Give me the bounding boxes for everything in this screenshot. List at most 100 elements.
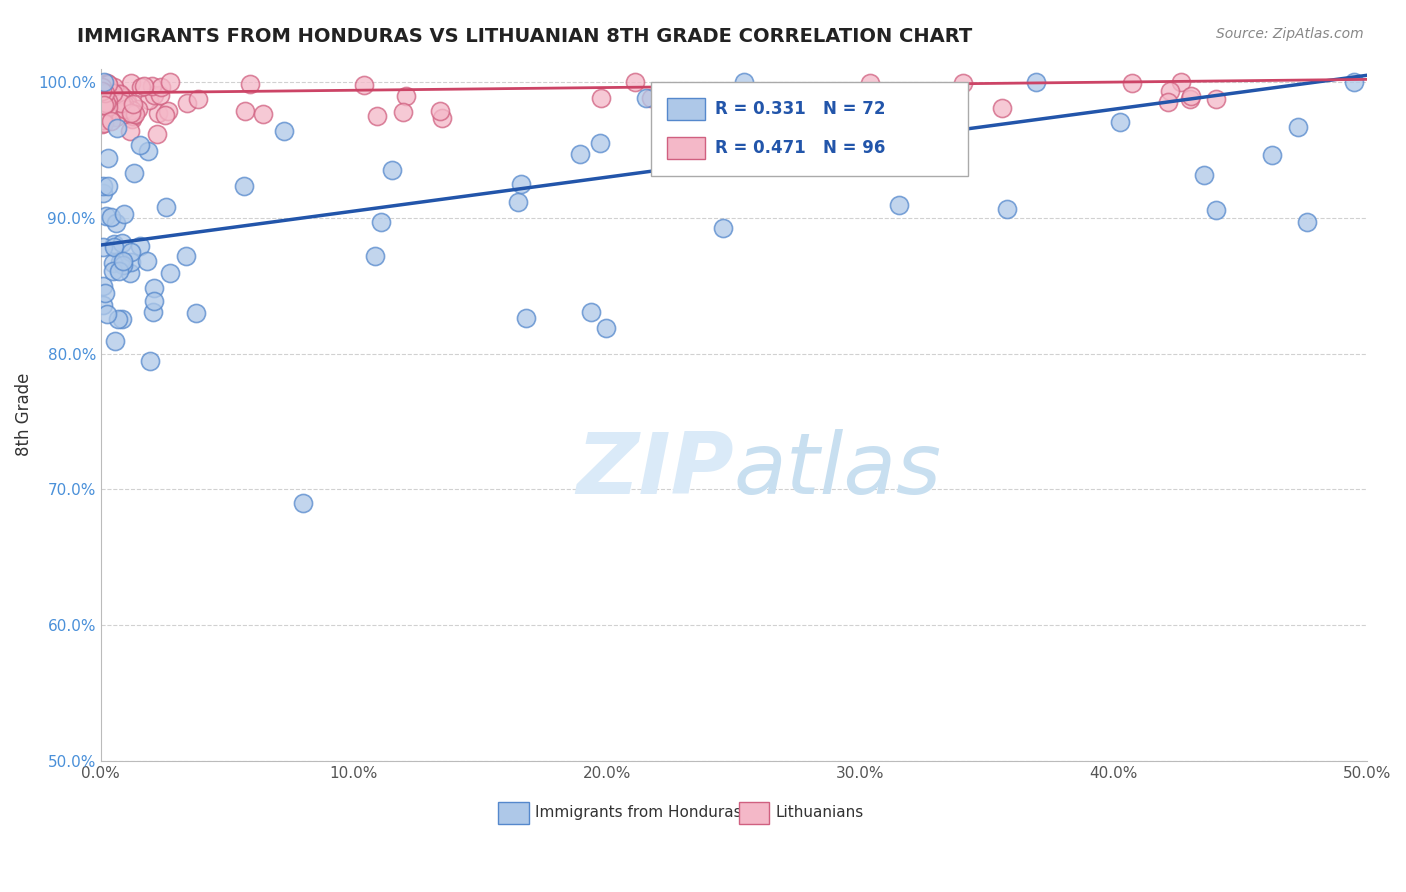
Text: R = 0.471   N = 96: R = 0.471 N = 96 xyxy=(714,139,886,157)
Point xyxy=(515,310,537,325)
Point xyxy=(91,108,114,122)
Point xyxy=(115,94,138,108)
Point xyxy=(91,112,114,127)
Point xyxy=(711,221,734,235)
Point xyxy=(93,95,115,110)
Text: IMMIGRANTS FROM HONDURAS VS LITHUANIAN 8TH GRADE CORRELATION CHART: IMMIGRANTS FROM HONDURAS VS LITHUANIAN 8… xyxy=(77,27,973,45)
Point xyxy=(104,216,127,230)
Text: Source: ZipAtlas.com: Source: ZipAtlas.com xyxy=(1216,27,1364,41)
Point xyxy=(1180,89,1202,103)
Point xyxy=(995,202,1018,216)
Point xyxy=(101,264,124,278)
Point xyxy=(738,87,761,101)
Point xyxy=(430,111,453,125)
Point xyxy=(107,87,129,101)
Point xyxy=(121,112,143,126)
Point xyxy=(132,78,155,93)
Point xyxy=(96,96,118,111)
Point xyxy=(103,80,125,95)
Point xyxy=(97,77,120,91)
Point xyxy=(100,210,122,224)
Point xyxy=(1178,92,1201,106)
Point xyxy=(510,177,533,191)
Point xyxy=(381,163,404,178)
Point xyxy=(120,76,142,90)
Point xyxy=(111,312,134,326)
Point xyxy=(105,120,128,135)
Point xyxy=(1261,148,1284,162)
Point xyxy=(112,254,135,268)
Point xyxy=(91,95,114,110)
Point xyxy=(569,146,592,161)
Point xyxy=(103,256,125,270)
Point xyxy=(91,186,114,201)
FancyBboxPatch shape xyxy=(651,82,967,176)
Point xyxy=(153,107,176,121)
Point xyxy=(98,104,121,119)
Point xyxy=(91,110,114,124)
Point xyxy=(101,100,124,114)
Point xyxy=(112,97,135,112)
Point xyxy=(292,496,315,510)
Point xyxy=(108,255,131,269)
Point xyxy=(100,85,122,99)
Point xyxy=(1121,76,1143,90)
Point xyxy=(120,245,142,260)
Point xyxy=(127,102,149,116)
Text: R = 0.331   N = 72: R = 0.331 N = 72 xyxy=(714,100,886,118)
Point xyxy=(128,239,150,253)
Point xyxy=(96,106,118,120)
Point xyxy=(121,103,143,118)
Point xyxy=(94,86,117,100)
Point xyxy=(112,207,135,221)
Point xyxy=(107,312,129,326)
Point xyxy=(104,103,127,118)
Point xyxy=(149,80,172,95)
Point xyxy=(97,151,120,165)
Point xyxy=(159,75,181,89)
Point xyxy=(104,334,127,348)
Point xyxy=(141,79,163,94)
Point xyxy=(149,87,172,102)
Point xyxy=(1157,95,1180,110)
Point xyxy=(1343,75,1365,89)
Point xyxy=(991,101,1014,115)
Point xyxy=(138,93,160,107)
Point xyxy=(763,91,786,105)
Point xyxy=(159,266,181,280)
Point xyxy=(595,320,617,334)
Point xyxy=(589,136,612,150)
Point xyxy=(273,124,295,138)
Text: ZIP: ZIP xyxy=(576,429,734,512)
Point xyxy=(787,93,810,107)
Point xyxy=(108,87,131,101)
Point xyxy=(156,103,179,118)
Point xyxy=(100,113,122,128)
Point xyxy=(581,304,603,318)
Point xyxy=(353,78,375,92)
Point xyxy=(110,96,132,111)
Point xyxy=(96,95,118,110)
Point xyxy=(176,95,198,110)
FancyBboxPatch shape xyxy=(666,137,704,160)
Point xyxy=(429,104,451,119)
Point xyxy=(640,90,662,104)
Point xyxy=(136,254,159,268)
Point xyxy=(131,79,153,94)
Point xyxy=(91,89,114,103)
Point xyxy=(91,83,114,97)
Point xyxy=(120,254,142,268)
Point xyxy=(139,354,162,368)
Point xyxy=(121,110,143,124)
Point xyxy=(233,178,256,193)
Point xyxy=(943,85,966,99)
Point xyxy=(93,75,115,89)
Point xyxy=(124,107,146,121)
Point xyxy=(91,95,114,109)
Point xyxy=(233,103,256,118)
Point xyxy=(142,87,165,102)
Point xyxy=(793,120,815,135)
Point xyxy=(96,90,118,104)
Point xyxy=(94,98,117,112)
Point xyxy=(506,194,529,209)
